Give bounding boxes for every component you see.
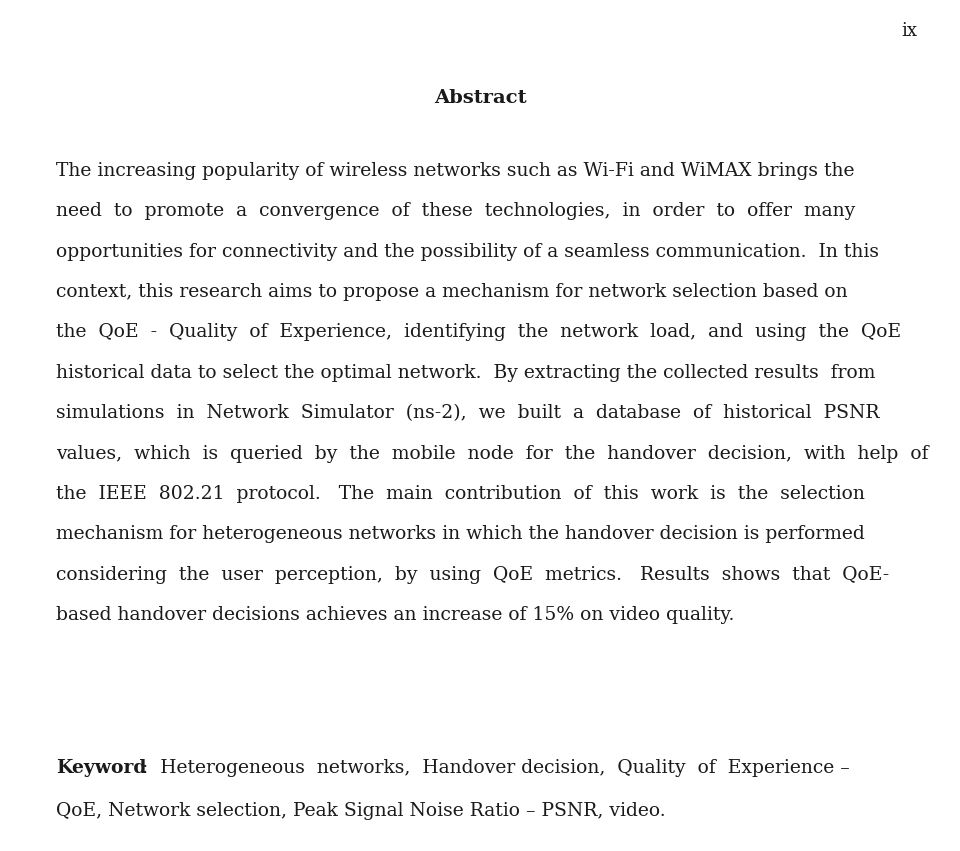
Text: The increasing popularity of wireless networks such as Wi-Fi and WiMAX brings th: The increasing popularity of wireless ne…: [56, 162, 854, 180]
Text: the  QoE  -  Quality  of  Experience,  identifying  the  network  load,  and  us: the QoE - Quality of Experience, identif…: [56, 323, 900, 341]
Text: context, this research aims to propose a mechanism for network selection based o: context, this research aims to propose a…: [56, 283, 848, 301]
Text: ix: ix: [901, 22, 918, 40]
Text: mechanism for heterogeneous networks in which the handover decision is performed: mechanism for heterogeneous networks in …: [56, 525, 864, 544]
Text: simulations  in  Network  Simulator  (ns-2),  we  built  a  database  of  histor: simulations in Network Simulator (ns-2),…: [56, 404, 879, 422]
Text: based handover decisions achieves an increase of 15% on video quality.: based handover decisions achieves an inc…: [56, 606, 734, 625]
Text: values,  which  is  queried  by  the  mobile  node  for  the  handover  decision: values, which is queried by the mobile n…: [56, 444, 928, 463]
Text: historical data to select the optimal network.  By extracting the collected resu: historical data to select the optimal ne…: [56, 364, 876, 382]
Text: Keyword: Keyword: [56, 759, 146, 777]
Text: opportunities for connectivity and the possibility of a seamless communication. : opportunities for connectivity and the p…: [56, 243, 878, 260]
Text: Abstract: Abstract: [434, 89, 526, 107]
Text: considering  the  user  perception,  by  using  QoE  metrics.   Results  shows  : considering the user perception, by usin…: [56, 566, 889, 584]
Text: :  Heterogeneous  networks,  Handover decision,  Quality  of  Experience –: : Heterogeneous networks, Handover decis…: [142, 759, 850, 777]
Text: the  IEEE  802.21  protocol.   The  main  contribution  of  this  work  is  the : the IEEE 802.21 protocol. The main contr…: [56, 485, 865, 503]
Text: QoE, Network selection, Peak Signal Noise Ratio – PSNR, video.: QoE, Network selection, Peak Signal Nois…: [56, 802, 665, 820]
Text: need  to  promote  a  convergence  of  these  technologies,  in  order  to  offe: need to promote a convergence of these t…: [56, 202, 855, 220]
